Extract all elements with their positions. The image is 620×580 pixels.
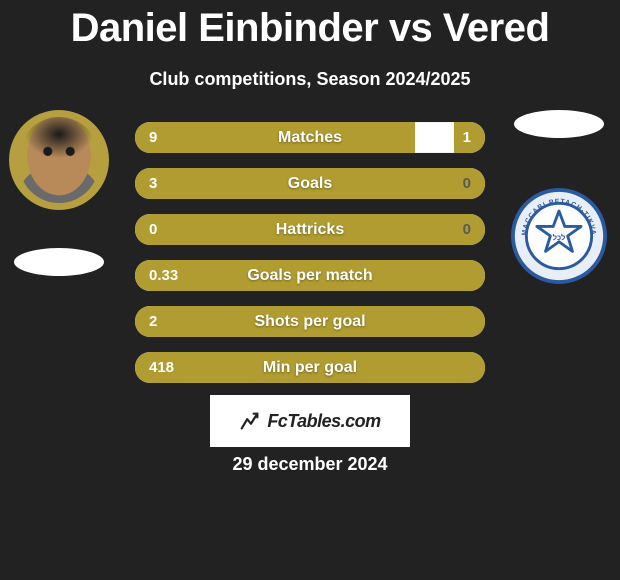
right-club-badge-icon: MACCABI PETACH-TIKVA לכל (511, 188, 607, 284)
stat-value-right: 1 (463, 122, 471, 153)
brand-text: FcTables.com (267, 411, 380, 432)
stat-value-left: 3 (149, 168, 157, 199)
stat-value-right: 0 (463, 168, 471, 199)
right-player-column: MACCABI PETACH-TIKVA לכל (504, 110, 614, 289)
stat-row: Goals per match0.33 (135, 260, 485, 291)
stat-value-left: 0.33 (149, 260, 178, 291)
brand-logo: FcTables.com (210, 395, 410, 447)
stat-label: Goals per match (135, 260, 485, 291)
stat-label: Goals (135, 168, 485, 199)
comparison-infographic: Daniel Einbinder vs Vered Club competiti… (0, 0, 620, 580)
left-player-face-icon (19, 117, 99, 203)
stat-bars: Matches91Goals30Hattricks00Goals per mat… (135, 122, 485, 398)
stat-row: Hattricks0 0 (135, 214, 485, 245)
right-club-badge: MACCABI PETACH-TIKVA לכל (511, 188, 607, 289)
page-title: Daniel Einbinder vs Vered (0, 0, 620, 51)
stat-label: Shots per goal (135, 306, 485, 337)
stat-label: Min per goal (135, 352, 485, 383)
right-club-ellipse-icon (514, 110, 604, 138)
stat-label: Matches (135, 122, 485, 153)
brand-mark-icon (239, 410, 261, 432)
stat-row: Matches9 1 (135, 122, 485, 153)
stat-row: Min per goal418 (135, 352, 485, 383)
stat-label: Hattricks (135, 214, 485, 245)
left-player-column (4, 110, 114, 276)
stat-row: Shots per goal2 (135, 306, 485, 337)
svg-text:לכל: לכל (553, 233, 566, 242)
stat-row: Goals3 0 (135, 168, 485, 199)
stat-value-left: 418 (149, 352, 174, 383)
stat-value-left: 9 (149, 122, 157, 153)
stat-value-left: 0 (149, 214, 157, 245)
stat-value-right: 0 (463, 214, 471, 245)
subtitle: Club competitions, Season 2024/2025 (0, 69, 620, 90)
left-player-avatar (9, 110, 109, 210)
footer-date: 29 december 2024 (0, 454, 620, 475)
left-club-icon (14, 248, 104, 276)
stat-value-left: 2 (149, 306, 157, 337)
